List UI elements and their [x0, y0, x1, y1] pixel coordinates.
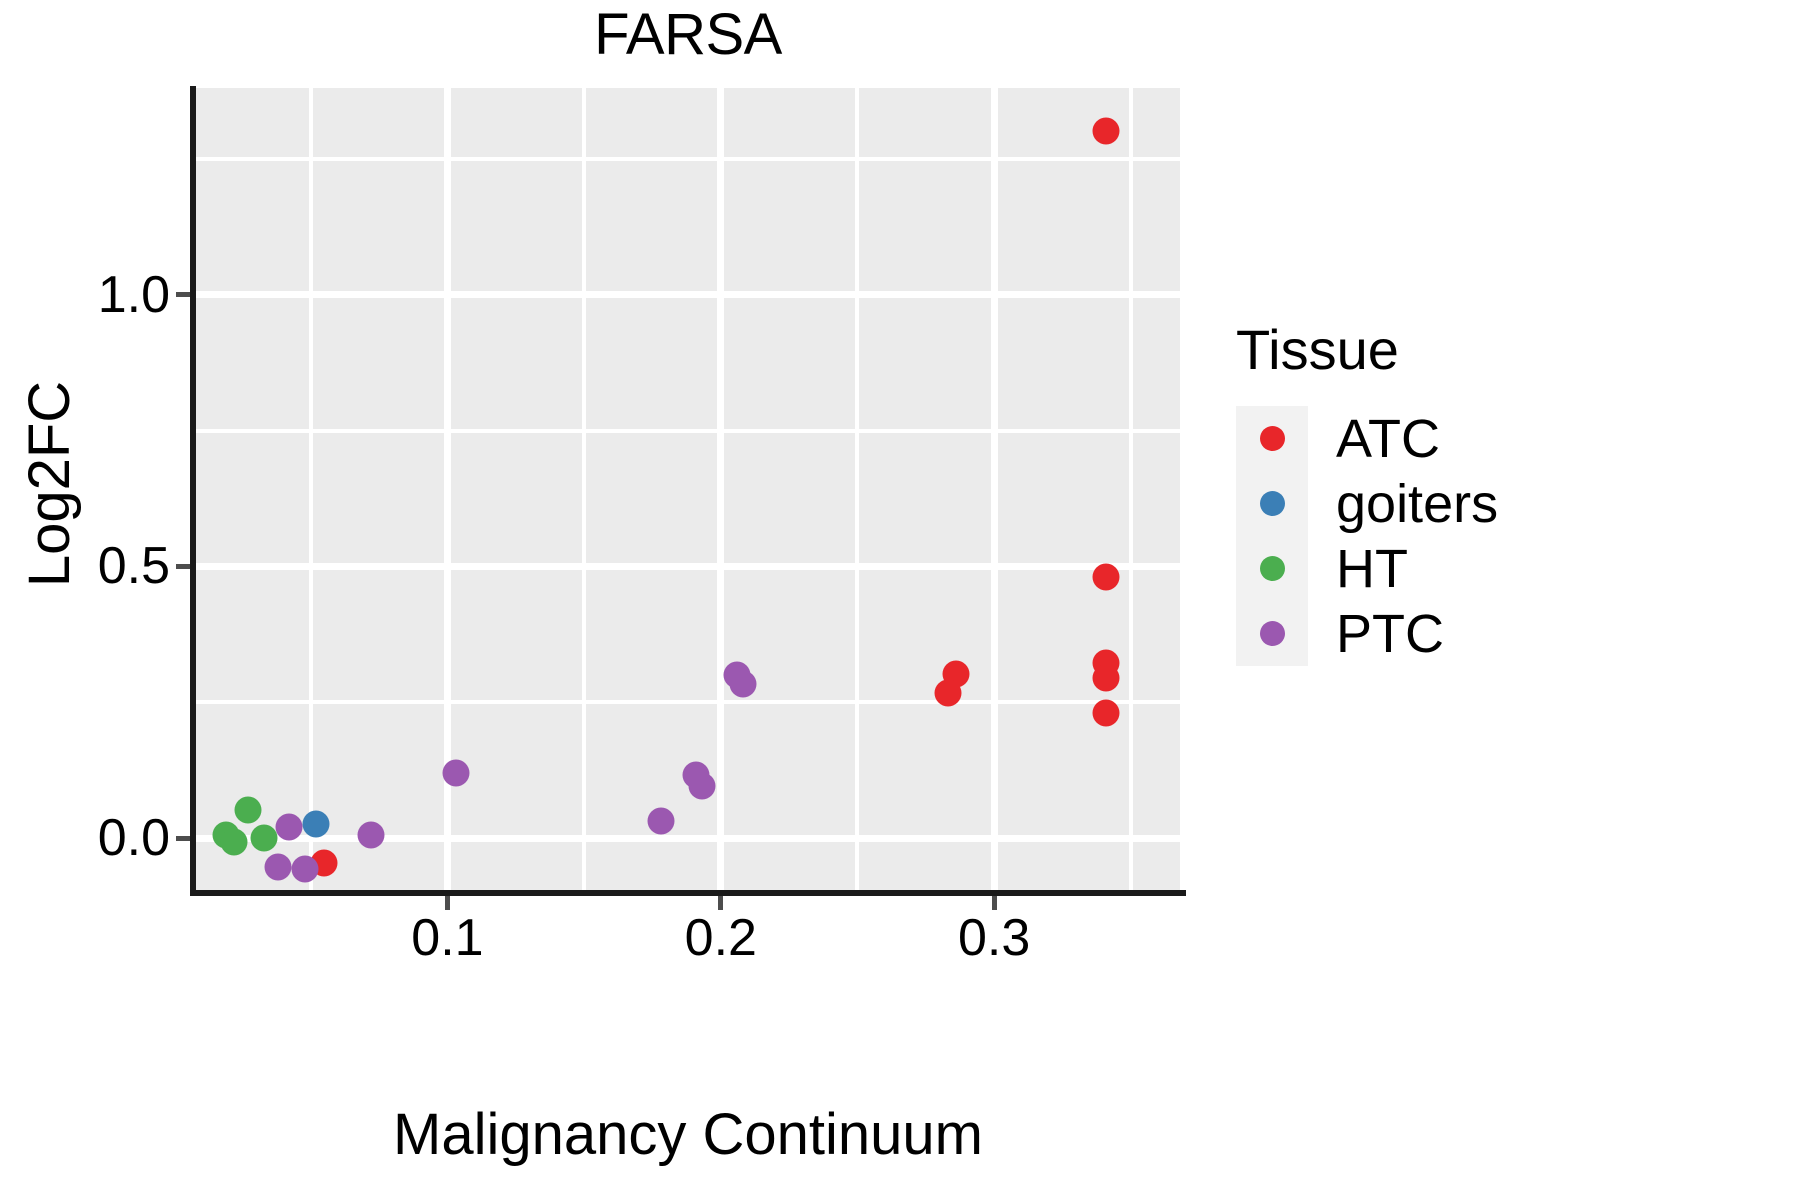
data-point-atc [934, 679, 962, 707]
legend-dot-icon [1259, 621, 1285, 646]
x-tick-label: 0.2 [684, 909, 757, 967]
legend-dot-icon [1259, 556, 1285, 581]
y-tick-mark [176, 292, 190, 298]
gridline-major-vertical [990, 88, 998, 890]
legend-label: HT [1336, 538, 1408, 599]
gridline-minor-horizontal [196, 428, 1180, 433]
legend-label: ATC [1336, 408, 1440, 469]
data-point-ht [234, 796, 262, 824]
data-point-ptc [647, 807, 675, 835]
y-tick-mark [176, 835, 190, 841]
data-point-ht [220, 828, 248, 856]
legend-item-atc[interactable]: ATC [1236, 406, 1498, 471]
legend-item-goiters[interactable]: goiters [1236, 471, 1498, 536]
data-point-ht [250, 824, 278, 852]
chart-title: FARSA [594, 2, 782, 67]
gridline-major-horizontal [196, 562, 1180, 570]
legend-key [1236, 406, 1308, 471]
legend-dot-icon [1259, 491, 1285, 516]
data-point-atc [1092, 699, 1120, 727]
data-point-ptc [357, 821, 385, 849]
data-point-goiters [302, 810, 330, 838]
data-point-ptc [291, 855, 319, 883]
legend-key [1236, 471, 1308, 536]
x-axis-title: Malignancy Continuum [393, 1102, 983, 1167]
legend-dot-icon [1259, 426, 1285, 451]
legend-key [1236, 601, 1308, 666]
data-point-atc [1092, 117, 1120, 145]
x-tick-mark [991, 896, 997, 910]
gridline-major-vertical [717, 88, 725, 890]
gridline-major-horizontal [196, 834, 1180, 842]
data-point-ptc [275, 813, 303, 841]
legend-items: ATC goiters HT PTC [1236, 406, 1498, 666]
data-point-ptc [442, 759, 470, 787]
gridline-minor-horizontal [196, 156, 1180, 161]
gridline-minor-vertical [308, 88, 313, 890]
x-tick-mark [444, 896, 450, 910]
legend-label: goiters [1336, 473, 1499, 534]
x-tick-label: 0.3 [957, 909, 1031, 967]
legend: Tissue ATC goiters HT PTC [1236, 322, 1498, 666]
y-tick-label: 0.5 [97, 537, 170, 596]
data-point-atc [1092, 563, 1120, 591]
y-axis-title: Log2FC [17, 380, 82, 588]
gridline-minor-vertical [1128, 88, 1133, 890]
legend-item-ht[interactable]: HT [1236, 536, 1498, 601]
data-point-ptc [688, 772, 716, 800]
gridline-minor-horizontal [196, 700, 1180, 705]
plot-panel [196, 88, 1180, 890]
legend-key [1236, 536, 1308, 601]
data-point-ptc [729, 670, 757, 698]
legend-title: Tissue [1236, 318, 1399, 381]
gridline-major-vertical [443, 88, 451, 890]
y-tick-label: 0.0 [97, 809, 170, 868]
x-tick-label: 0.1 [411, 909, 484, 967]
y-tick-label: 1.0 [97, 265, 170, 324]
legend-label: PTC [1336, 603, 1444, 664]
y-axis-line [190, 86, 196, 894]
gridline-major-horizontal [196, 291, 1180, 299]
x-axis-line [190, 890, 1186, 896]
y-tick-mark [176, 563, 190, 569]
legend-item-ptc[interactable]: PTC [1236, 601, 1498, 666]
gridline-minor-vertical [582, 88, 587, 890]
data-point-atc [1092, 664, 1120, 692]
data-point-ptc [264, 853, 292, 881]
x-tick-mark [718, 896, 724, 910]
gridline-minor-vertical [855, 88, 860, 890]
